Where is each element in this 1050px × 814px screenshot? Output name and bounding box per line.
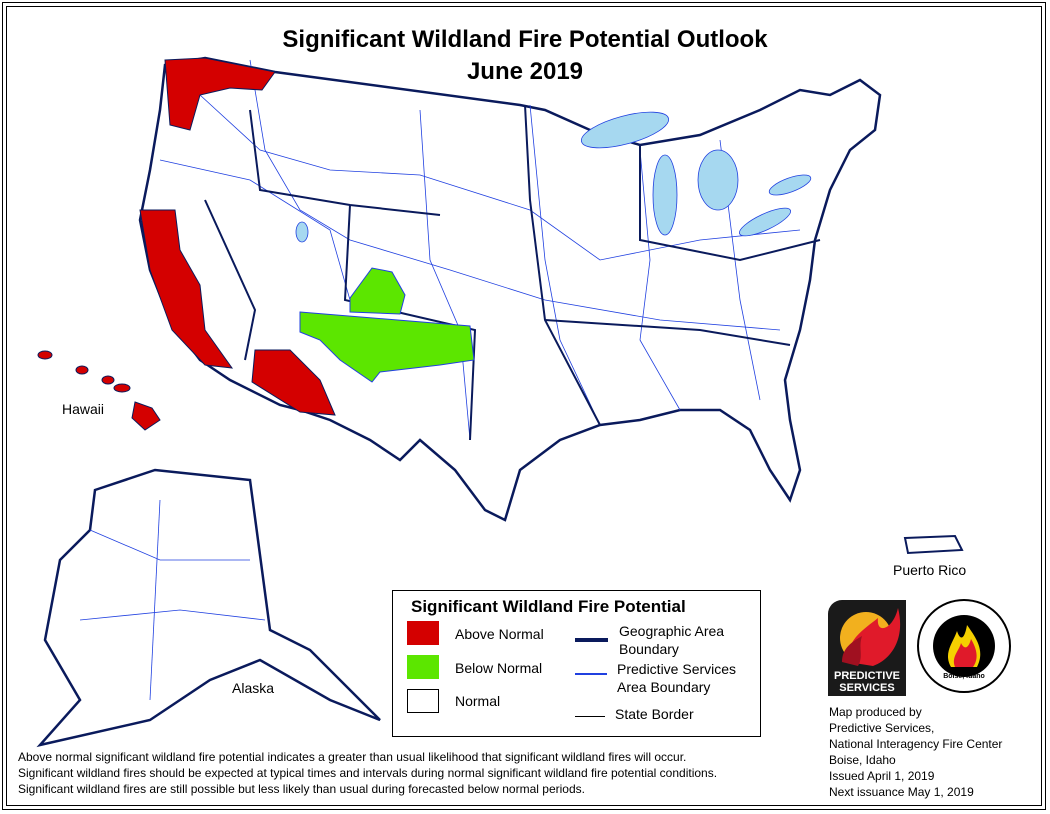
note-above-normal: Above normal significant wildland fire p…: [18, 750, 687, 764]
geographic-boundary-line: [575, 638, 608, 642]
ps-boundary-label-1: Predictive Services: [617, 661, 737, 677]
lake-huron: [697, 149, 739, 211]
credit-line: Predictive Services,: [829, 721, 935, 735]
map-credits: Map produced by Predictive Services, Nat…: [829, 704, 1002, 800]
lake-erie: [738, 207, 792, 237]
above-normal-label: Above Normal: [455, 626, 544, 642]
normal-label: Normal: [455, 693, 501, 709]
ps-boundary-line: [575, 673, 607, 675]
explanatory-notes: Above normal significant wildland fire p…: [18, 749, 717, 797]
credit-line: Map produced by: [829, 705, 922, 719]
alaska-outline: [36, 468, 381, 748]
credit-line: National Interagency Fire Center: [829, 737, 1003, 751]
credit-line: Boise, Idaho: [829, 753, 896, 767]
hawaii-label: Hawaii: [62, 401, 105, 417]
geographic-area-boundaries: [204, 104, 821, 441]
state-border-line: [575, 716, 605, 717]
below-normal-new-mexico: [299, 311, 475, 383]
normal-swatch: [407, 689, 439, 713]
below-normal-label: Below Normal: [455, 660, 543, 676]
next-issuance-date: Next issuance May 1, 2019: [829, 785, 974, 799]
geographic-boundary-label-1: Geographic Area: [619, 623, 725, 639]
above-normal-swatch: [407, 621, 439, 645]
legend-title: Significant Wildland Fire Potential: [411, 597, 686, 616]
below-normal-colorado: [349, 267, 406, 315]
lake-michigan: [652, 154, 678, 236]
below-normal-swatch: [407, 655, 439, 679]
note-normal: Significant wildland fires should be exp…: [18, 766, 718, 780]
puerto-rico-outline: [903, 534, 964, 555]
state-border-label: State Border: [615, 706, 694, 722]
legend: Significant Wildland Fire Potential Abov…: [392, 590, 761, 737]
great-salt-lake: [295, 221, 309, 243]
map-subtitle: June 2019: [466, 58, 584, 85]
below-normal-areas: [299, 267, 475, 383]
map-title: Significant Wildland Fire Potential Outl…: [282, 26, 768, 53]
hawaii-islands: [37, 350, 161, 431]
nifc-logo: Boise, Idaho: [917, 599, 1011, 693]
lake-ontario: [768, 174, 812, 196]
above-normal-california: [139, 209, 234, 369]
note-below-normal: Significant wildland fires are still pos…: [18, 782, 585, 796]
above-normal-washington: [164, 57, 276, 131]
above-normal-areas: [139, 57, 336, 416]
above-normal-arizona: [251, 349, 336, 416]
issued-date: Issued April 1, 2019: [829, 769, 935, 783]
puerto-rico-label: Puerto Rico: [893, 562, 967, 578]
alaska-label: Alaska: [232, 680, 275, 696]
inner-frame: [6, 6, 1042, 806]
predictive-services-logo: PREDICTIVE SERVICES: [828, 600, 906, 696]
great-lakes: [295, 111, 812, 243]
ps-boundary-label-2: Area Boundary: [617, 679, 711, 695]
lake-superior: [580, 111, 670, 149]
geographic-boundary-label-2: Boundary: [619, 641, 679, 657]
